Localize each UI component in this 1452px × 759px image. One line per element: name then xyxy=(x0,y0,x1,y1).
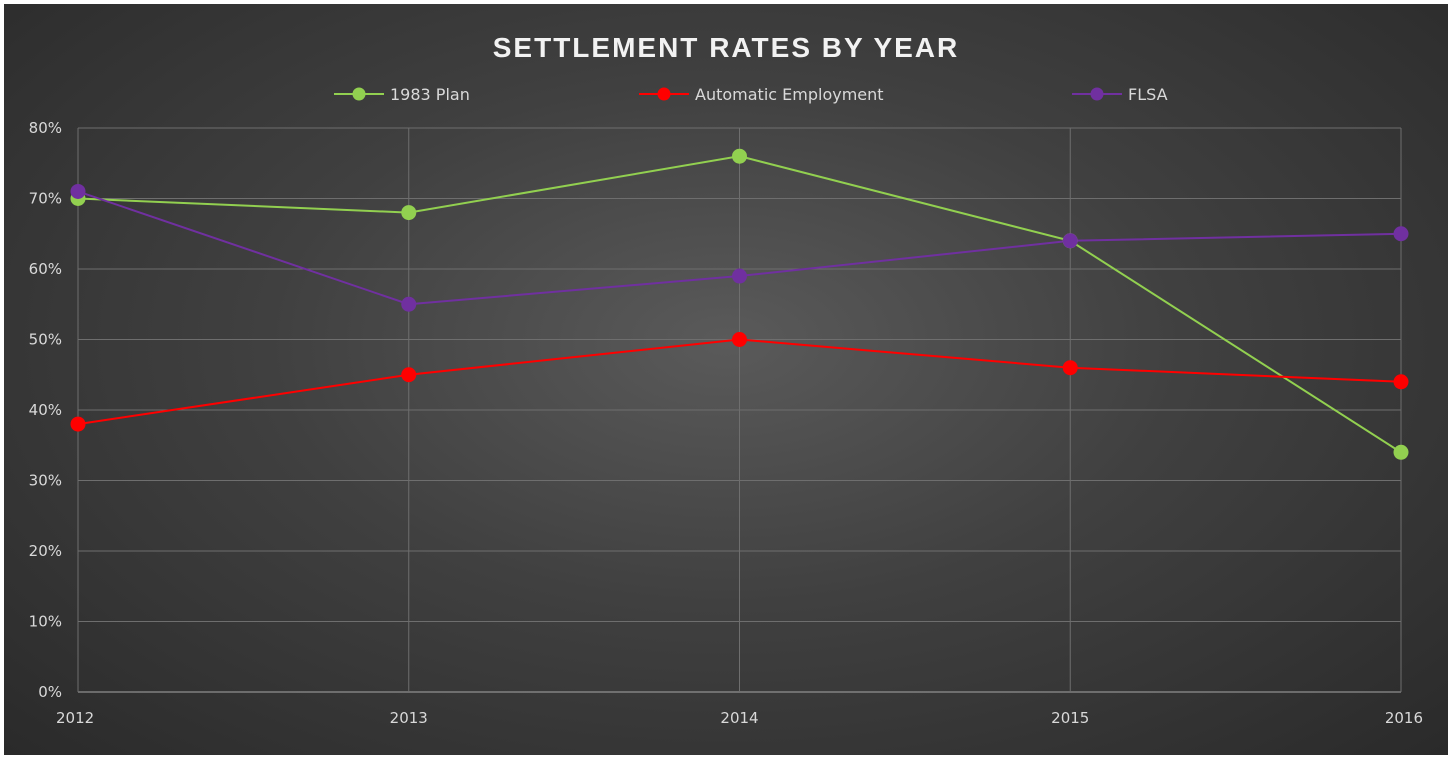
y-tick-label: 0% xyxy=(38,683,62,701)
legend-swatch-marker xyxy=(657,87,671,101)
legend-label: 1983 Plan xyxy=(390,85,470,104)
legend-swatch-marker xyxy=(1090,87,1104,101)
y-tick-label: 20% xyxy=(29,542,62,560)
y-tick-label: 70% xyxy=(29,190,62,208)
legend: 1983 Plan Automatic Employment FLSA xyxy=(334,85,1168,104)
chart-area: SETTLEMENT RATES BY YEAR 1983 Plan Automa… xyxy=(4,4,1448,755)
chart-title: SETTLEMENT RATES BY YEAR xyxy=(493,32,960,63)
x-tick-label: 2016 xyxy=(1385,709,1423,727)
data-point-series-2 xyxy=(401,296,417,312)
y-tick-label: 80% xyxy=(29,119,62,137)
x-tick-label: 2015 xyxy=(1051,709,1089,727)
data-point-series-2 xyxy=(70,183,86,199)
data-point-series-1 xyxy=(401,367,417,383)
x-axis-tick-labels: 2012 2013 2014 2015 2016 xyxy=(56,709,1423,727)
y-axis-tick-labels: 0% 10% 20% 30% 40% 50% 60% 70% 80% xyxy=(29,119,62,701)
legend-swatch-marker xyxy=(352,87,366,101)
legend-label: Automatic Employment xyxy=(695,85,884,104)
y-tick-label: 40% xyxy=(29,401,62,419)
data-point-series-1 xyxy=(1062,360,1078,376)
legend-label: FLSA xyxy=(1128,85,1168,104)
y-tick-label: 10% xyxy=(29,613,62,631)
line-chart: SETTLEMENT RATES BY YEAR 1983 Plan Automa… xyxy=(29,32,1423,727)
data-point-series-0 xyxy=(1393,444,1409,460)
data-point-series-1 xyxy=(70,416,86,432)
data-point-series-2 xyxy=(1393,226,1409,242)
series-markers xyxy=(70,148,1409,460)
gridlines xyxy=(77,127,1402,693)
data-point-series-0 xyxy=(401,205,417,221)
x-tick-label: 2013 xyxy=(390,709,428,727)
data-point-series-1 xyxy=(732,332,747,347)
data-point-series-0 xyxy=(732,148,747,164)
y-tick-label: 30% xyxy=(29,472,62,490)
y-tick-label: 60% xyxy=(29,260,62,278)
data-point-series-2 xyxy=(732,268,747,284)
x-tick-label: 2014 xyxy=(720,709,758,727)
data-point-series-2 xyxy=(1062,233,1078,249)
y-tick-label: 50% xyxy=(29,331,62,349)
data-point-series-1 xyxy=(1393,374,1409,390)
x-tick-label: 2012 xyxy=(56,709,94,727)
